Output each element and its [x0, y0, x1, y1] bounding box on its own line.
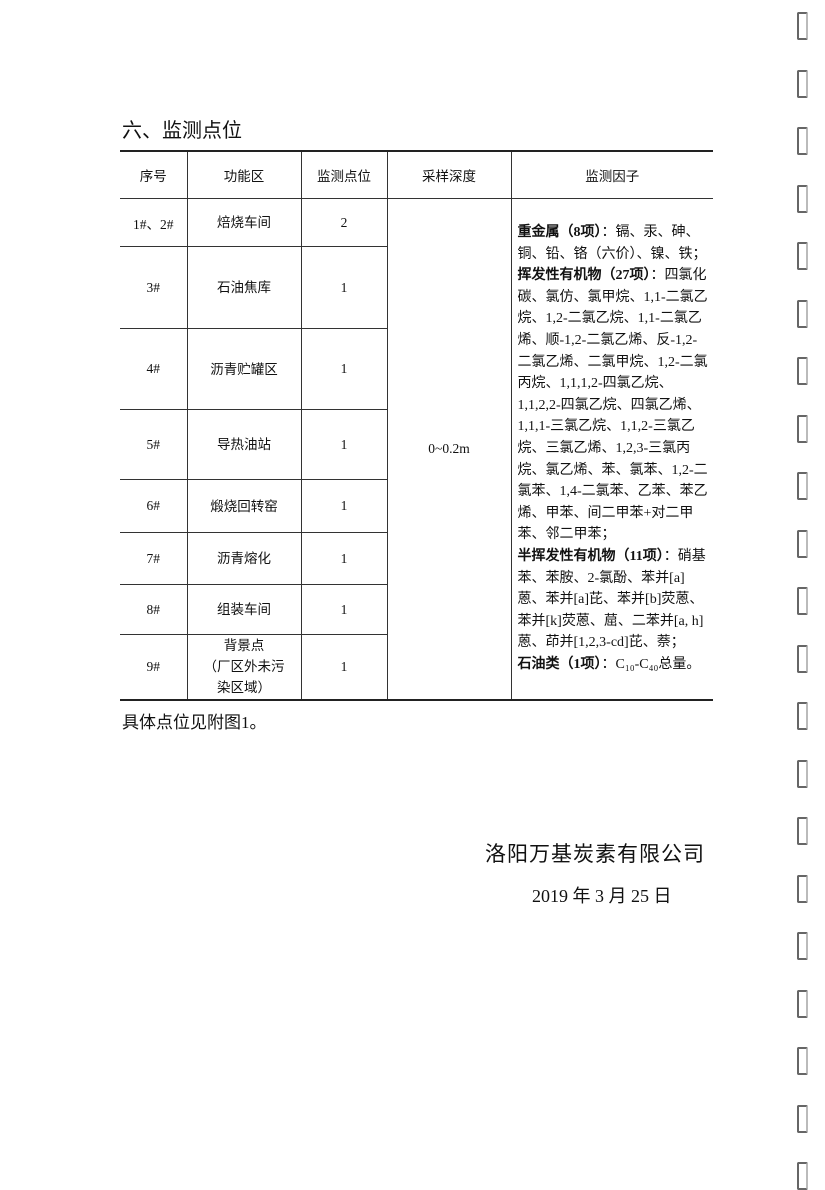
- cell: 1: [300, 634, 387, 700]
- cell: 1: [300, 409, 387, 480]
- ring: [797, 702, 808, 730]
- table-row: 3# 石油焦库 1: [120, 246, 713, 329]
- ring: [797, 414, 808, 443]
- page: 六、监测点位 序号 功能区 监测点位 采样深度 监测因子 1#、2# 焙烧车间 2 0~0.2…: [120, 12, 808, 1190]
- area-cell: 石油焦库: [186, 246, 301, 329]
- ring: [797, 472, 808, 500]
- ring: [797, 1047, 808, 1075]
- area-cell: 背景点 （厂区外未污 染区域）: [186, 634, 301, 700]
- monitoring-table: 序号 功能区 监测点位 采样深度 监测因子 1#、2# 焙烧车间 2 0~0.2m 重金属（8项…: [120, 150, 713, 701]
- table-row: 7# 沥青熔化 1: [120, 532, 713, 585]
- table-row: 6# 煅烧回转窑 1: [120, 479, 713, 533]
- factor-label: 重金属（8项）: [517, 225, 602, 241]
- ring: [797, 1104, 808, 1133]
- ring: [797, 989, 808, 1018]
- cell: 4#: [120, 328, 187, 410]
- header-cell: 监测因子: [510, 150, 713, 199]
- ring: [797, 127, 808, 155]
- ring: [797, 874, 808, 903]
- header-cell: 采样深度: [386, 150, 511, 199]
- header-row: 序号 功能区 监测点位 采样深度 监测因子: [120, 150, 713, 199]
- header-cell: 功能区: [186, 150, 301, 199]
- header-cell: 监测点位: [300, 150, 387, 199]
- area-cell: 导热油站: [186, 409, 301, 480]
- date: 2019 年 3 月 25 日: [532, 886, 672, 906]
- cell: 5#: [120, 409, 187, 480]
- cell: 8#: [120, 584, 187, 635]
- area-cell: 组装车间: [186, 584, 301, 635]
- factor-item: 重金属（8项）：镉、汞、砷、铜、铅、铬（六价）、镍、铁；: [518, 222, 710, 265]
- cell: 9#: [120, 634, 187, 700]
- factor-label: 半挥发性有机物（11项）: [517, 548, 664, 564]
- ring: [797, 299, 808, 328]
- factor-text: ：四氯化碳、氯仿、氯甲烷、1,1-二氯乙烷、1,2-二氯乙烷、1,1-二氯乙烯、…: [517, 268, 708, 543]
- ring: [797, 529, 808, 558]
- cell: 6#: [120, 479, 187, 533]
- cell: 1#、2#: [120, 198, 187, 247]
- factor-text: ：C₁₀-C₄₀总量。: [601, 656, 701, 672]
- ring: [797, 12, 808, 40]
- area-cell: 沥青贮罐区: [186, 328, 301, 410]
- company: 洛阳万基炭素有限公司: [485, 842, 705, 866]
- ring: [797, 242, 808, 270]
- ring: [797, 759, 808, 788]
- ring: [797, 1162, 808, 1190]
- area-cell: 沥青熔化: [186, 532, 301, 585]
- cell: 1: [300, 532, 387, 585]
- section-title: 六、监测点位: [122, 120, 242, 142]
- area-cell: 焙烧车间: [186, 198, 301, 247]
- ring: [797, 644, 808, 673]
- factors-cell: 重金属（8项）：镉、汞、砷、铜、铅、铬（六价）、镍、铁； 挥发性有机物（27项）：…: [510, 198, 713, 700]
- ring: [797, 357, 808, 385]
- ring: [797, 587, 808, 615]
- table-row: 1#、2# 焙烧车间 2 0~0.2m 重金属（8项）：镉、汞、砷、铜、铅、铬（六价）、…: [120, 198, 713, 700]
- cell: 3#: [120, 246, 187, 329]
- factor-item: 石油类（1项）：C₁₀-C₄₀总量。: [518, 654, 710, 676]
- cell: 2: [300, 198, 387, 247]
- cell: 1: [300, 328, 387, 410]
- cell: 1: [300, 246, 387, 329]
- cell: 1: [300, 479, 387, 533]
- ring: [797, 69, 808, 98]
- factor-item: 挥发性有机物（27项）：四氯化碳、氯仿、氯甲烷、1,1-二氯乙烷、1,2-二氯乙…: [518, 265, 710, 546]
- factor-label: 石油类（1项）: [517, 656, 602, 672]
- table-row: 9# 背景点 （厂区外未污 染区域） 1: [120, 634, 713, 700]
- note: 具体点位见附图1。: [122, 713, 267, 732]
- factor-text: ：硝基苯、苯胺、2-氯酚、苯并[a]蒽、苯并[a]芘、苯并[b]荧蒽、苯并[k]…: [517, 548, 706, 651]
- cell: 7#: [120, 532, 187, 585]
- depth-cell: 0~0.2m: [386, 198, 511, 700]
- table-row: 8# 组装车间 1: [120, 584, 713, 635]
- cell: 1: [300, 584, 387, 635]
- ring: [797, 184, 808, 213]
- table-row: 5# 导热油站 1: [120, 409, 713, 480]
- header-cell: 序号: [120, 150, 187, 199]
- factor-text: ：镉、汞、砷、铜、铅、铬（六价）、镍、铁；: [517, 225, 707, 262]
- ring: [797, 932, 808, 960]
- area-cell: 煅烧回转窑: [186, 479, 301, 533]
- ring: [797, 817, 808, 845]
- factor-item: 半挥发性有机物（11项）：硝基苯、苯胺、2-氯酚、苯并[a]蒽、苯并[a]芘、苯…: [518, 546, 710, 654]
- factor-label: 挥发性有机物（27项）: [517, 268, 651, 284]
